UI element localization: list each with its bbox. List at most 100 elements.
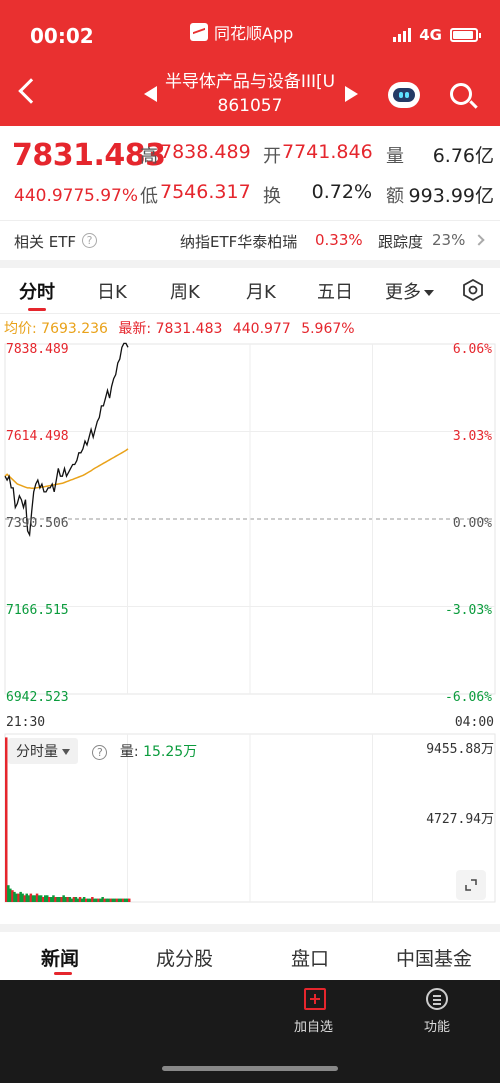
volume-bar — [97, 898, 100, 902]
volume-bar — [68, 897, 72, 902]
volume-selector-label: 分时量 — [16, 744, 58, 760]
low-value: 7546.317 — [160, 181, 251, 203]
volume-bar — [126, 898, 129, 902]
app-header: 00:02 同花顺App 4G 半导体产品与设备III[U 861057 — [0, 0, 500, 126]
function-label[interactable]: 功能 — [424, 1020, 451, 1035]
search-icon[interactable] — [450, 83, 472, 105]
volume-bar — [33, 895, 37, 902]
volume-bar — [5, 737, 8, 902]
volume-bar — [99, 898, 102, 902]
signal-icon — [393, 28, 412, 42]
tab-weekly-k[interactable]: 周K — [170, 282, 200, 303]
active-bottom-tab-indicator — [54, 972, 72, 975]
tab-more[interactable]: 更多 — [385, 278, 434, 304]
help-icon[interactable]: ? — [82, 233, 97, 248]
time-start: 21:30 — [6, 715, 46, 730]
open-label: 开 — [263, 146, 281, 167]
volume-selector[interactable]: 分时量 — [8, 738, 78, 764]
active-tab-indicator — [28, 308, 46, 311]
volume-bar — [56, 897, 59, 902]
y-label-3: 7166.515 — [6, 603, 69, 618]
tab-five-day[interactable]: 五日 — [317, 282, 353, 303]
app-label-text: 同花顺App — [214, 24, 294, 43]
y-pct-1: 3.03% — [452, 429, 492, 444]
tab-intraday[interactable]: 分时 — [19, 282, 55, 303]
tab-news[interactable]: 新闻 — [41, 948, 80, 970]
open-value: 7741.846 — [282, 141, 373, 163]
latest-price-legend: 最新: 7831.483 — [118, 321, 223, 337]
settings-hexagon-icon[interactable] — [462, 279, 484, 301]
expand-icon[interactable] — [456, 870, 486, 900]
turnover-label: 换 — [263, 186, 281, 207]
home-indicator[interactable] — [162, 1066, 338, 1071]
volume-bar — [87, 898, 90, 902]
volume-bar — [41, 897, 45, 902]
price-chart-svg — [4, 342, 496, 903]
etf-pct: 0.33% — [315, 231, 363, 249]
high-label: 高 — [140, 146, 158, 167]
back-icon[interactable] — [18, 78, 44, 104]
status-time: 00:02 — [30, 24, 94, 48]
volume-bar — [70, 898, 74, 902]
volume-bar — [60, 897, 63, 902]
volume-bar — [107, 898, 110, 902]
help-icon[interactable]: ? — [92, 744, 108, 760]
robot-assistant-icon[interactable] — [388, 82, 420, 108]
add-watchlist-label[interactable]: 加自选 — [294, 1020, 334, 1035]
volume-bar — [7, 885, 10, 902]
volume-bar — [80, 898, 84, 902]
prev-stock-icon[interactable] — [144, 86, 157, 102]
next-stock-icon[interactable] — [345, 86, 358, 102]
network-type: 4G — [419, 26, 442, 44]
volume-bar — [66, 897, 69, 902]
low-label: 低 — [140, 186, 158, 207]
volume-bar — [128, 898, 131, 902]
volume-header: 分时量 ? 量: 15.25万 — [8, 738, 197, 764]
tab-daily-k[interactable]: 日K — [97, 282, 127, 303]
volume-bar — [54, 897, 57, 902]
chart-legend: 均价: 7693.236 最新: 7831.483 440.977 5.967% — [4, 318, 355, 338]
volume-bar — [101, 897, 104, 902]
avg-price-legend: 均价: 7693.236 — [4, 321, 108, 337]
y-pct-0: 6.06% — [452, 342, 492, 357]
intraday-chart[interactable]: 均价: 7693.236 最新: 7831.483 440.977 5.967%… — [0, 314, 500, 924]
volume-bar — [37, 895, 41, 902]
title-line1: 半导体产品与设备III[U — [164, 72, 336, 92]
tab-monthly-k[interactable]: 月K — [246, 282, 276, 303]
volume-bar — [117, 898, 121, 902]
title-line2: 861057 — [217, 96, 283, 116]
latest-change-legend: 440.977 — [232, 321, 291, 337]
volume-bar — [46, 895, 49, 902]
app-logo-icon — [190, 23, 208, 41]
y-pct-3: -3.03% — [445, 603, 492, 618]
volume-bar — [93, 898, 96, 902]
volume-bar — [19, 891, 22, 902]
etf-label: 相关 ETF — [14, 233, 77, 251]
volume-bar — [13, 891, 16, 902]
y-pct-4: -6.06% — [445, 690, 492, 705]
track-label: 跟踪度 — [378, 233, 424, 251]
add-watchlist-icon[interactable] — [304, 988, 326, 1010]
etf-name: 纳指ETF华泰柏瑞 — [180, 233, 298, 251]
tab-constituents[interactable]: 成分股 — [156, 948, 214, 970]
tab-order-book[interactable]: 盘口 — [291, 948, 330, 970]
bottom-action-bar: 加自选 功能 — [0, 980, 500, 1083]
menu-icon[interactable] — [426, 988, 448, 1010]
turnover-value: 0.72% — [311, 181, 372, 203]
battery-icon — [450, 28, 481, 42]
volume-bar — [52, 895, 55, 902]
avg-price-line — [4, 448, 129, 490]
volume-bar — [78, 897, 82, 902]
status-indicators: 4G — [393, 26, 481, 44]
chart-tabs: 分时 日K 周K 月K 五日 更多 — [0, 268, 500, 314]
volume-bar — [62, 895, 65, 902]
volume-bar — [11, 890, 14, 902]
caret-down-icon — [424, 290, 434, 296]
volume-label: 量: — [119, 744, 139, 760]
volume-bar — [95, 898, 98, 902]
volume-value: 15.25万 — [143, 744, 198, 760]
chevron-right-icon[interactable] — [473, 234, 485, 246]
tab-china-fund[interactable]: 中国基金 — [396, 948, 473, 970]
related-etf-bar[interactable]: 相关 ETF ? 纳指ETF华泰柏瑞 0.33% 跟踪度 23% — [0, 220, 500, 260]
volume-bar — [39, 895, 43, 902]
